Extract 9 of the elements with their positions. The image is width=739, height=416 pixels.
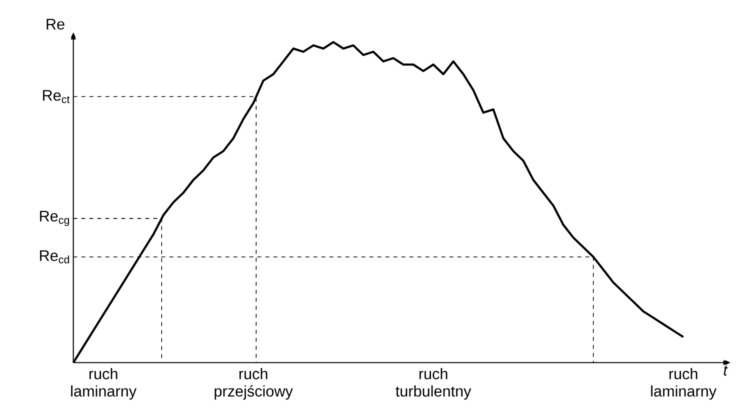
x-tick-label: ruch laminarny [651,368,717,400]
x-tick-label: ruch laminarny [71,368,137,400]
x-tick-label: ruch turbulentny [396,368,472,400]
ref-line-label: Re$_{ct}$ [43,90,70,104]
x-tick-label: ruch przejściowy [214,368,293,400]
y-axis-title: Re [46,18,64,30]
ref-line-label: Re$_{cg}$ [40,210,70,226]
x-axis-title: t [724,366,728,376]
ref-line-label: Re$_{cd}$ [40,250,70,264]
